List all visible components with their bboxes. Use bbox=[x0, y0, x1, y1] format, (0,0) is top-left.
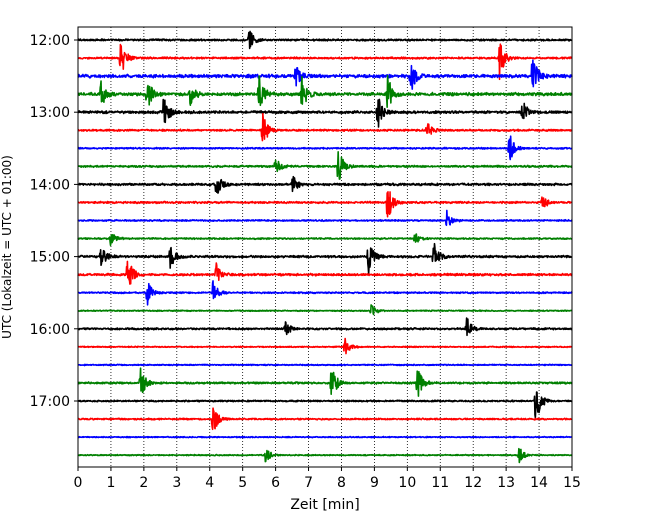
y-tick-label-1400: 14:00 bbox=[30, 177, 70, 193]
trace-1230 bbox=[77, 59, 573, 90]
x-axis-ticks: 0 1 2 3 4 5 6 7 8 9 10 11 12 13 14 15 bbox=[74, 467, 581, 491]
trace-1330 bbox=[77, 135, 573, 161]
trace-1515 bbox=[77, 260, 573, 285]
y-axis-label: UTC (Lokalzeit = UTC + 01:00) bbox=[0, 155, 14, 339]
x-tick-label-6: 6 bbox=[271, 475, 280, 491]
x-axis-label: Zeit [min] bbox=[290, 497, 359, 513]
trace-1500 bbox=[77, 242, 573, 275]
trace-1430 bbox=[77, 209, 573, 227]
trace-1615 bbox=[77, 337, 573, 355]
x-tick-label-8: 8 bbox=[337, 475, 346, 491]
trace-1400 bbox=[77, 175, 573, 194]
trace-1730 bbox=[77, 435, 573, 439]
x-tick-label-9: 9 bbox=[370, 475, 379, 491]
grid-lines bbox=[110, 27, 540, 467]
x-tick-label-2: 2 bbox=[139, 475, 148, 491]
y-tick-label-1700: 17:00 bbox=[30, 394, 70, 410]
y-tick-label-1300: 13:00 bbox=[30, 105, 70, 121]
trace-1745 bbox=[77, 447, 573, 464]
y-axis-ticks: 12:00 13:00 14:00 15:00 16:00 17:00 bbox=[30, 33, 78, 410]
trace-1630 bbox=[77, 363, 573, 367]
y-tick-label-1600: 16:00 bbox=[30, 322, 70, 338]
trace-1315 bbox=[77, 112, 573, 142]
trace-1445 bbox=[77, 233, 573, 247]
trace-1200 bbox=[77, 30, 573, 50]
x-tick-label-3: 3 bbox=[172, 475, 181, 491]
trace-1545 bbox=[77, 304, 573, 316]
x-tick-label-12: 12 bbox=[464, 475, 482, 491]
x-tick-label-15: 15 bbox=[563, 475, 581, 491]
x-tick-label-13: 13 bbox=[497, 475, 515, 491]
trace-1215 bbox=[77, 43, 573, 81]
y-tick-label-1500: 15:00 bbox=[30, 250, 70, 266]
x-tick-label-1: 1 bbox=[106, 475, 115, 491]
trace-1700 bbox=[77, 391, 573, 419]
y-tick-label-1200: 12:00 bbox=[30, 33, 70, 49]
trace-1600 bbox=[77, 317, 573, 337]
x-tick-label-11: 11 bbox=[431, 475, 449, 491]
trace-1645 bbox=[77, 367, 573, 397]
plot-frame bbox=[77, 26, 573, 468]
trace-1715 bbox=[77, 407, 573, 431]
x-tick-label-14: 14 bbox=[530, 475, 548, 491]
trace-1300 bbox=[77, 98, 573, 128]
trace-1415 bbox=[77, 190, 573, 218]
x-tick-label-5: 5 bbox=[238, 475, 247, 491]
x-tick-label-7: 7 bbox=[304, 475, 313, 491]
x-tick-label-0: 0 bbox=[74, 475, 83, 491]
traces bbox=[77, 30, 573, 464]
x-tick-label-10: 10 bbox=[398, 475, 416, 491]
trace-1345 bbox=[77, 151, 573, 180]
trace-1530 bbox=[77, 280, 573, 306]
trace-1245 bbox=[77, 74, 573, 109]
x-tick-label-4: 4 bbox=[205, 475, 214, 491]
